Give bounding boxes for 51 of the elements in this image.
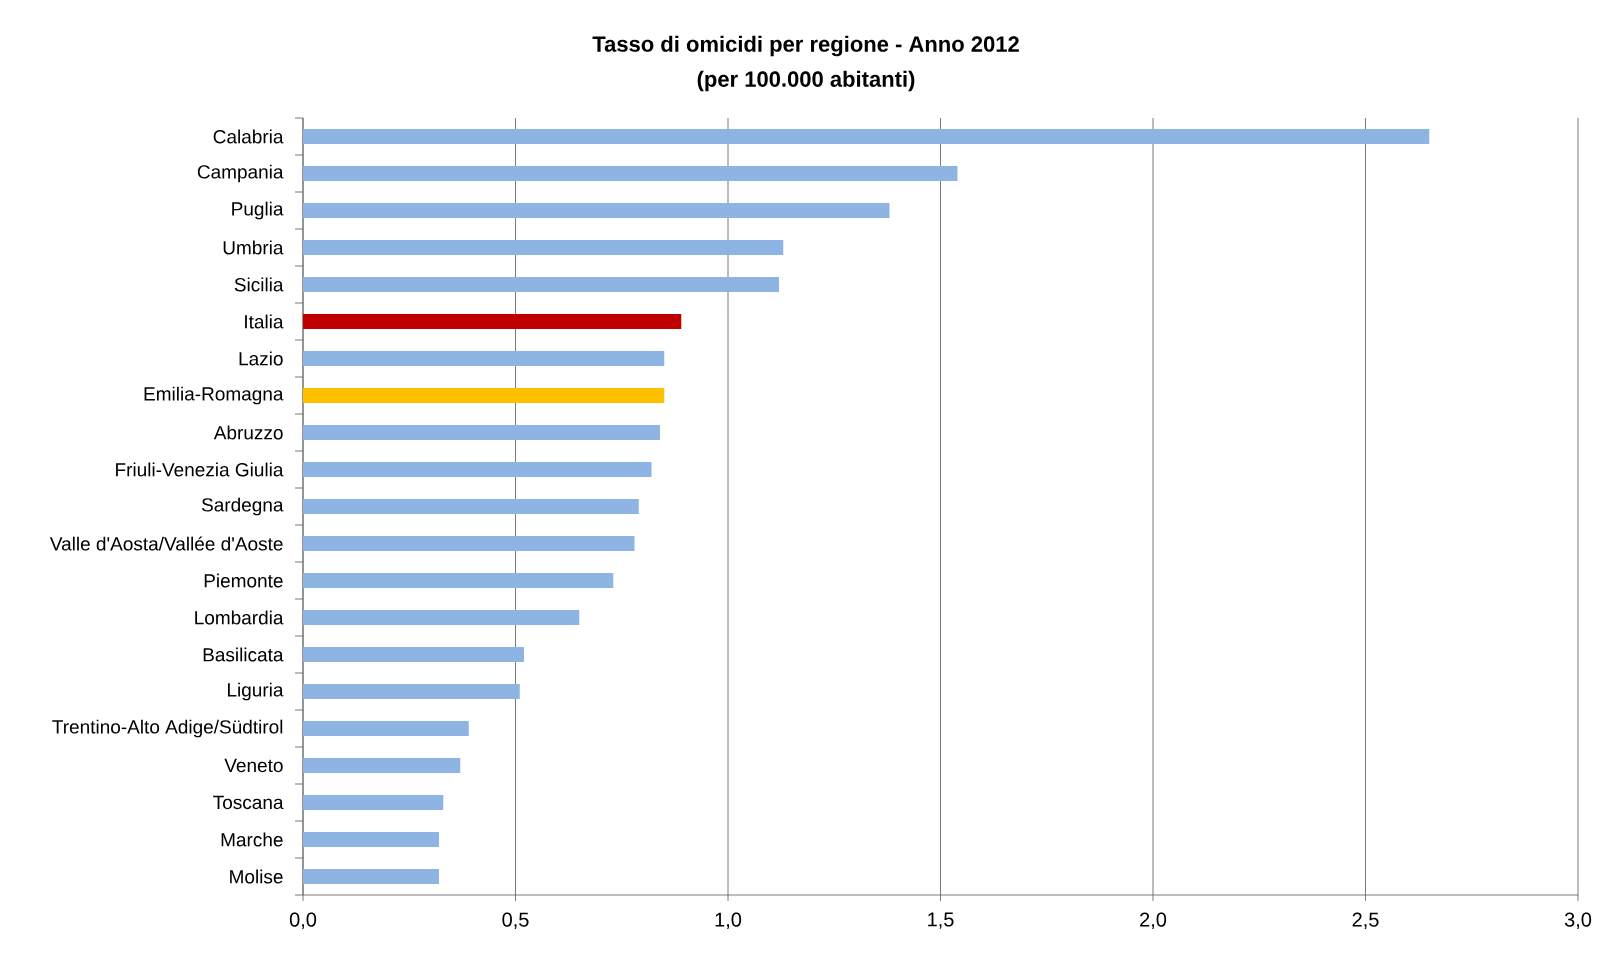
y-tick-label: Abruzzo — [213, 425, 283, 440]
bar — [303, 610, 580, 626]
y-tick-label: Piemonte — [204, 573, 283, 588]
y-tick-label: Emilia-Romagna — [144, 386, 284, 405]
y-tick-label: Italia — [245, 314, 284, 329]
chart-title: Tasso di omicidi per regione - Anno 2012 — [592, 35, 1019, 57]
y-tick-label: Valle d'Aosta/Vallée d'Aoste — [49, 536, 283, 551]
bar — [303, 425, 660, 440]
bar — [303, 277, 779, 292]
bar — [303, 129, 1430, 144]
y-tick-label: Molise — [230, 869, 283, 884]
x-tick-label: 0,5 — [502, 912, 529, 930]
x-tick-label: 3,0 — [1564, 912, 1592, 930]
y-tick-label: Puglia — [232, 201, 284, 220]
bar — [303, 721, 469, 737]
bar — [303, 499, 639, 514]
y-tick-label: Toscana — [213, 795, 284, 810]
x-tick-label: 2,0 — [1140, 912, 1167, 930]
x-tick-label: 2,5 — [1352, 912, 1379, 930]
bar — [303, 203, 890, 218]
y-tick-label: Campania — [197, 164, 284, 183]
bar — [303, 351, 665, 366]
chart-subtitle: (per 100.000 abitanti) — [697, 70, 915, 92]
y-tick-label: Lombardia — [195, 610, 284, 625]
bar — [303, 166, 958, 181]
y-tick-label: Marche — [221, 832, 283, 847]
bar — [303, 758, 461, 774]
x-tick-label: 1,5 — [928, 912, 954, 929]
y-tick-label: Liguria — [228, 682, 284, 701]
bar — [303, 795, 444, 811]
bar — [303, 647, 524, 663]
y-tick-label: Basilicata — [203, 647, 284, 662]
y-tick-label: Veneto — [224, 758, 283, 773]
y-tick-label: Calabria — [213, 129, 284, 144]
y-tick-label: Friuli-Venezia Giulia — [116, 462, 284, 477]
bar — [303, 684, 520, 700]
bar — [303, 832, 439, 848]
y-tick-label: Sardegna — [201, 497, 284, 516]
bar — [303, 314, 682, 329]
bar — [303, 388, 665, 403]
x-tick-label: 1,0 — [715, 912, 742, 930]
y-tick-label: Trentino-Alto Adige/Südtirol — [52, 719, 283, 738]
y-tick-label: Umbria — [223, 240, 284, 255]
bar — [303, 536, 635, 551]
y-tick-label: Lazio — [239, 351, 283, 366]
bar — [303, 462, 652, 477]
bar — [303, 573, 614, 589]
bar — [303, 240, 784, 255]
x-tick-label: 0,0 — [289, 912, 317, 930]
bar — [303, 869, 439, 885]
y-tick-label: Sicilia — [234, 277, 284, 292]
